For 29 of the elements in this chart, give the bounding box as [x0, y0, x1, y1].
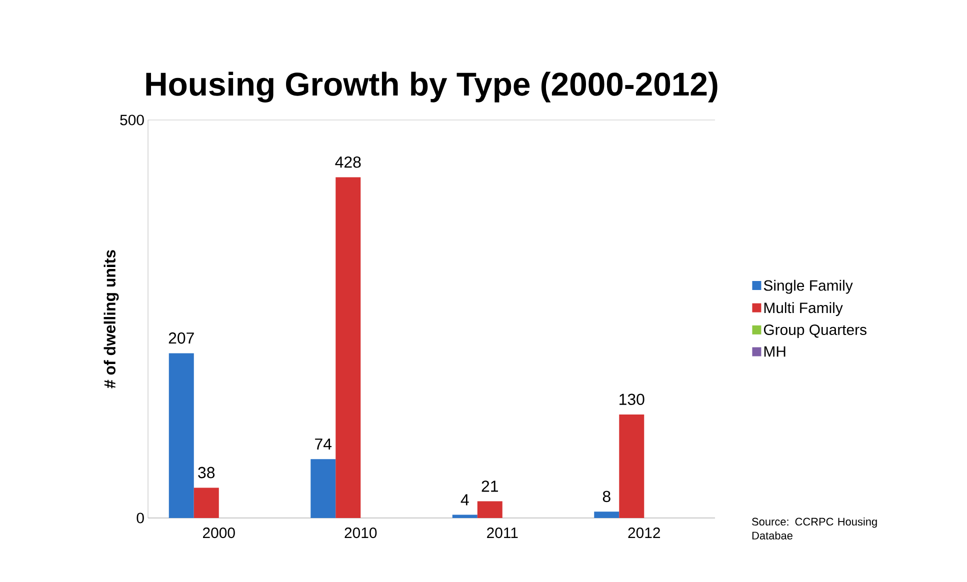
legend-label: Single Family	[764, 280, 853, 294]
data-label: 38	[198, 466, 215, 478]
legend-label: MH	[764, 346, 786, 357]
data-label: 207	[168, 332, 194, 344]
x-tick-label: 2010	[344, 528, 377, 538]
data-label: 8	[602, 490, 610, 502]
data-label: 130	[620, 394, 644, 405]
bar	[452, 514, 478, 518]
chart-title: Housing Growth by Type (2000-2012)	[146, 72, 718, 102]
y-axis-title: # of dwelling units	[104, 250, 119, 388]
y-tick-label: 500	[120, 114, 144, 126]
legend-label: Group Quarters	[764, 324, 866, 338]
bar	[477, 501, 502, 518]
bar	[194, 488, 219, 518]
x-tick-label: 2011	[487, 528, 518, 538]
bar	[310, 459, 336, 518]
x-tick-label: 2000	[203, 528, 235, 538]
bar	[619, 414, 644, 518]
data-label: 21	[482, 480, 498, 492]
bar	[168, 353, 194, 518]
data-label: 74	[315, 438, 332, 450]
y-tick-label: 0	[136, 512, 144, 524]
data-label: 4	[460, 494, 469, 506]
bar	[336, 177, 361, 518]
bar	[594, 512, 620, 518]
x-tick-label: 2012	[628, 528, 660, 538]
data-label: 428	[335, 156, 361, 168]
legend-label: Multi Family	[764, 302, 843, 316]
source-note: Source: CCRPC Housing Databae	[752, 518, 877, 540]
